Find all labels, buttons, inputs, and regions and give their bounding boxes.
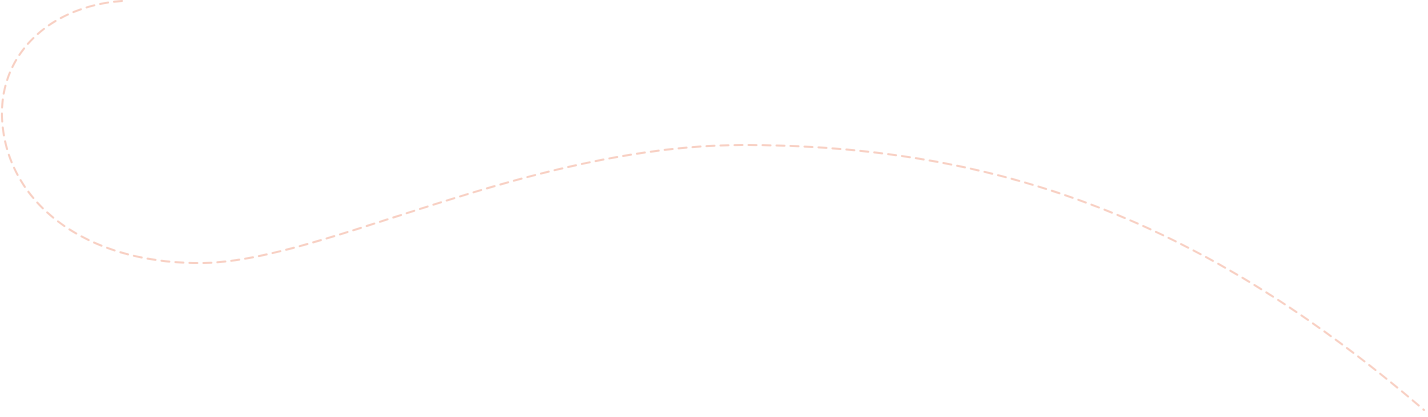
page: {} (() => { const data = JSON.parse(docu… (0, 0, 1425, 411)
dashed-curve (0, 0, 1425, 411)
decorative-canvas (0, 0, 1425, 411)
